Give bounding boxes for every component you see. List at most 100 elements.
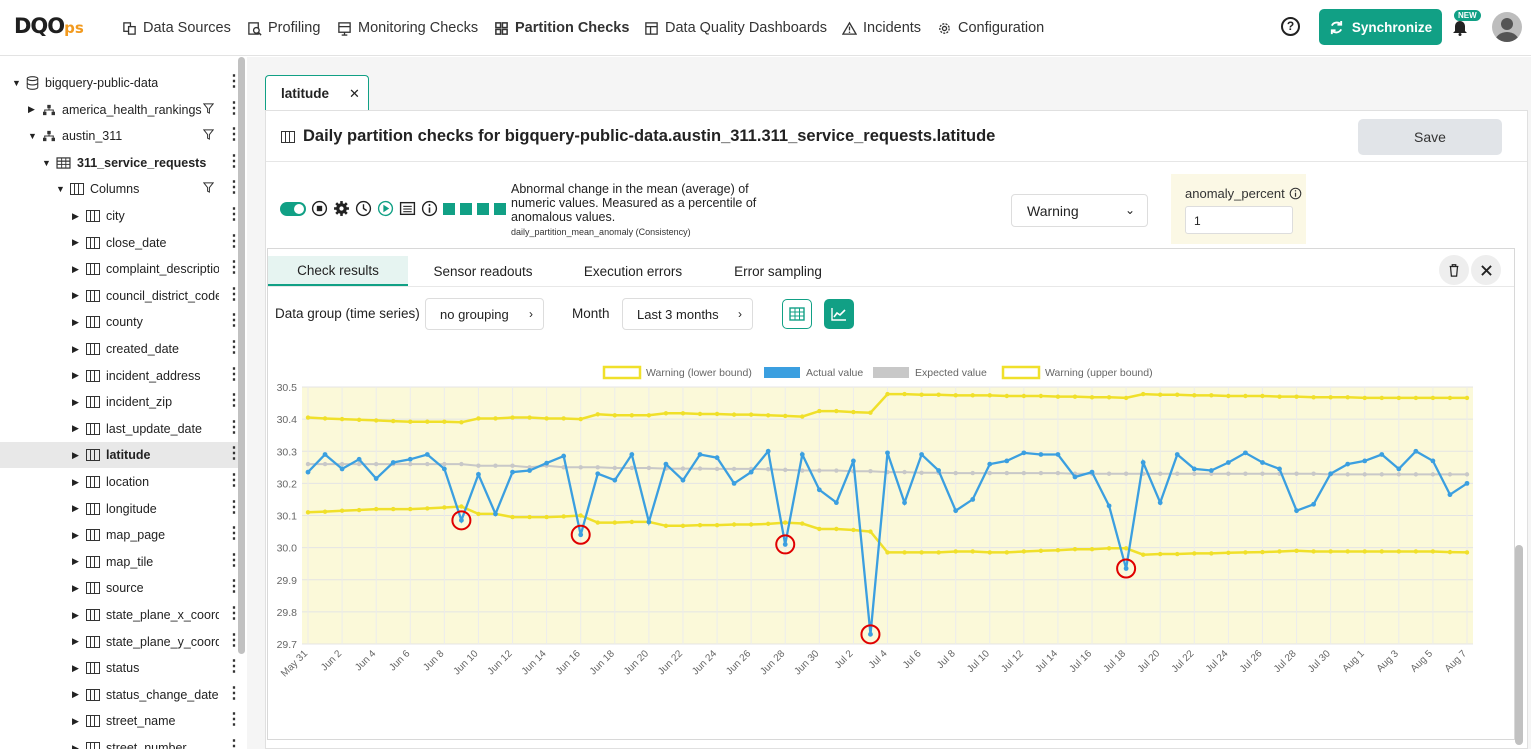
tree-item[interactable]: ▶ city ⋮ bbox=[0, 203, 242, 229]
caret-right-icon[interactable]: ▶ bbox=[72, 210, 79, 221]
nav-data-quality-dashboards[interactable]: Data Quality Dashboards bbox=[644, 0, 827, 56]
tree-item[interactable]: ▶ council_district_code ⋮ bbox=[0, 283, 242, 309]
caret-right-icon[interactable]: ▶ bbox=[72, 609, 79, 620]
info-icon[interactable] bbox=[1289, 187, 1302, 200]
data-group-select[interactable]: no grouping › bbox=[425, 298, 544, 330]
run-check-icon[interactable] bbox=[377, 200, 394, 217]
close-results-button[interactable] bbox=[1471, 255, 1501, 285]
caret-right-icon[interactable]: ▶ bbox=[72, 556, 79, 567]
tree-item[interactable]: ▶ latitude ⋮ bbox=[0, 442, 242, 469]
results-list-icon[interactable] bbox=[399, 200, 416, 217]
sidebar-scrollbar[interactable] bbox=[238, 57, 245, 654]
tree-item[interactable]: ▶ status_change_date ⋮ bbox=[0, 682, 242, 708]
tree-item[interactable]: ▶ close_date ⋮ bbox=[0, 230, 242, 256]
filter-icon[interactable] bbox=[202, 103, 215, 117]
tree-item[interactable]: ▼ 311_service_requests ⋮ bbox=[0, 150, 242, 176]
caret-right-icon[interactable]: ▶ bbox=[72, 529, 79, 540]
caret-right-icon[interactable]: ▶ bbox=[72, 689, 79, 700]
tab-execution-errors[interactable]: Execution errors bbox=[583, 263, 683, 279]
caret-right-icon[interactable]: ▶ bbox=[72, 636, 79, 647]
nav-profiling[interactable]: Profiling bbox=[247, 0, 320, 56]
chart-view-button[interactable] bbox=[824, 299, 854, 329]
more-options-icon[interactable]: ⋮ bbox=[226, 684, 242, 702]
caret-right-icon[interactable]: ▶ bbox=[72, 742, 79, 749]
more-options-icon[interactable]: ⋮ bbox=[226, 658, 242, 676]
tree-item[interactable]: ▶ street_name ⋮ bbox=[0, 708, 242, 734]
legend-label: Expected value bbox=[915, 367, 987, 379]
caret-right-icon[interactable]: ▶ bbox=[72, 476, 79, 487]
tree-item[interactable]: ▼ bigquery-public-data ⋮ bbox=[0, 70, 242, 96]
caret-right-icon[interactable]: ▶ bbox=[72, 396, 79, 407]
tree-item[interactable]: ▶ longitude ⋮ bbox=[0, 496, 242, 522]
caret-right-icon[interactable]: ▶ bbox=[72, 290, 79, 301]
tree-item[interactable]: ▶ map_tile ⋮ bbox=[0, 549, 242, 575]
tree-item[interactable]: ▶ map_page ⋮ bbox=[0, 522, 242, 548]
filter-icon[interactable] bbox=[202, 182, 215, 196]
settings-gear-icon[interactable] bbox=[333, 200, 350, 217]
x-tick-label: Jun 22 bbox=[656, 648, 685, 677]
tree-item[interactable]: ▶ location ⋮ bbox=[0, 469, 242, 495]
tab-check-results[interactable]: Check results bbox=[268, 256, 408, 286]
save-button[interactable]: Save bbox=[1358, 119, 1502, 155]
caret-right-icon[interactable]: ▶ bbox=[28, 104, 35, 115]
tree-item[interactable]: ▶ created_date ⋮ bbox=[0, 336, 242, 362]
main-scrollbar[interactable] bbox=[1515, 545, 1523, 745]
tree-item[interactable]: ▼ Columns ⋮ bbox=[0, 176, 242, 202]
caret-down-icon[interactable]: ▼ bbox=[28, 131, 37, 142]
tree-item[interactable]: ▶ source ⋮ bbox=[0, 575, 242, 601]
anomaly-percent-input[interactable]: 1 bbox=[1185, 206, 1293, 234]
tree-item[interactable]: ▶ complaint_description ⋮ bbox=[0, 256, 242, 282]
tab-error-sampling[interactable]: Error sampling bbox=[734, 263, 822, 279]
caret-right-icon[interactable]: ▶ bbox=[72, 237, 79, 248]
delete-results-button[interactable] bbox=[1439, 255, 1469, 285]
nav-monitoring-checks[interactable]: Monitoring Checks bbox=[337, 0, 478, 56]
caret-right-icon[interactable]: ▶ bbox=[72, 662, 79, 673]
schedule-clock-icon[interactable] bbox=[355, 200, 372, 217]
nav-data-sources[interactable]: Data Sources bbox=[122, 0, 231, 56]
nav-incidents[interactable]: Incidents bbox=[842, 0, 921, 56]
caret-right-icon[interactable]: ▶ bbox=[72, 370, 79, 381]
severity-select[interactable]: Warning ⌄ bbox=[1011, 194, 1148, 227]
help-icon[interactable]: ? bbox=[1281, 17, 1300, 36]
user-avatar[interactable] bbox=[1492, 12, 1522, 42]
caret-right-icon[interactable]: ▶ bbox=[72, 423, 79, 434]
table-view-button[interactable] bbox=[782, 299, 812, 329]
notification-bell-icon[interactable] bbox=[1452, 18, 1468, 36]
tree-item[interactable]: ▶ state_plane_y_coordir ⋮ bbox=[0, 629, 242, 655]
more-options-icon[interactable]: ⋮ bbox=[226, 711, 242, 729]
caret-right-icon[interactable]: ▶ bbox=[72, 715, 79, 726]
caret-right-icon[interactable]: ▶ bbox=[72, 316, 79, 327]
tab-latitude[interactable]: latitude ✕ bbox=[265, 75, 369, 111]
check-enabled-toggle[interactable] bbox=[280, 201, 306, 216]
x-tick-label: Jul 28 bbox=[1272, 648, 1299, 675]
tree-item[interactable]: ▶ incident_zip ⋮ bbox=[0, 389, 242, 415]
close-tab-icon[interactable]: ✕ bbox=[349, 85, 360, 101]
tree-item[interactable]: ▶ state_plane_x_coordir ⋮ bbox=[0, 602, 242, 628]
tab-sensor-readouts[interactable]: Sensor readouts bbox=[433, 263, 533, 279]
month-select[interactable]: Last 3 months › bbox=[622, 298, 753, 330]
tree-item[interactable]: ▼ austin_311 ⋮ bbox=[0, 123, 242, 149]
caret-down-icon[interactable]: ▼ bbox=[12, 78, 21, 88]
caret-right-icon[interactable]: ▶ bbox=[72, 582, 79, 593]
dqops-logo[interactable]: DQOps bbox=[14, 14, 84, 38]
synchronize-button[interactable]: Synchronize bbox=[1319, 9, 1442, 45]
nav-partition-checks[interactable]: Partition Checks bbox=[494, 0, 629, 56]
column-icon bbox=[86, 688, 100, 701]
caret-right-icon[interactable]: ▶ bbox=[72, 449, 79, 460]
caret-down-icon[interactable]: ▼ bbox=[42, 157, 51, 168]
stop-circle-icon[interactable] bbox=[311, 200, 328, 217]
tree-item[interactable]: ▶ county ⋮ bbox=[0, 309, 242, 335]
caret-right-icon[interactable]: ▶ bbox=[72, 503, 79, 514]
filter-icon[interactable] bbox=[202, 129, 215, 143]
caret-right-icon[interactable]: ▶ bbox=[72, 263, 79, 274]
nav-configuration[interactable]: Configuration bbox=[937, 0, 1044, 56]
tree-item[interactable]: ▶ america_health_rankings ⋮ bbox=[0, 97, 242, 123]
tree-item[interactable]: ▶ status ⋮ bbox=[0, 655, 242, 681]
tree-item[interactable]: ▶ street_number ⋮ bbox=[0, 735, 242, 749]
info-icon[interactable] bbox=[421, 200, 438, 217]
caret-right-icon[interactable]: ▶ bbox=[72, 343, 79, 354]
tree-item[interactable]: ▶ incident_address ⋮ bbox=[0, 363, 242, 389]
caret-down-icon[interactable]: ▼ bbox=[56, 184, 65, 195]
more-options-icon[interactable]: ⋮ bbox=[226, 738, 242, 749]
tree-item[interactable]: ▶ last_update_date ⋮ bbox=[0, 416, 242, 442]
